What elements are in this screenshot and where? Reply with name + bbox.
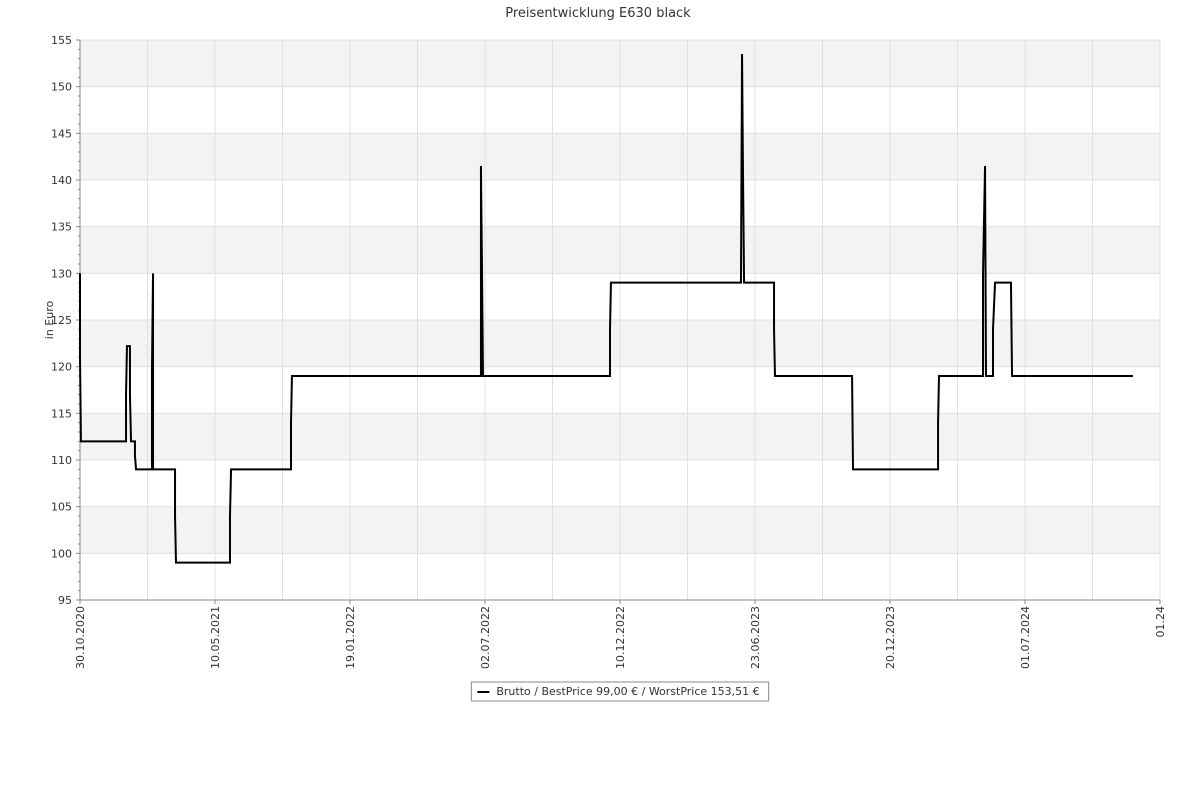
chart-title: Preisentwicklung E630 black <box>505 6 691 21</box>
x-tick-label: 20.12.2023 <box>884 606 897 669</box>
x-tick-label: 30.10.2020 <box>74 606 87 669</box>
legend: Brutto / BestPrice 99,00 € / WorstPrice … <box>470 681 770 702</box>
y-axis-label: in Euro <box>43 301 56 340</box>
legend-box <box>470 681 770 702</box>
price-line <box>79 53 1133 564</box>
y-tick-label: 140 <box>51 174 72 187</box>
y-tick-label: 155 <box>51 34 72 47</box>
y-tick-label: 135 <box>51 221 72 234</box>
x-tick-label: 01.24 <box>1154 606 1167 638</box>
x-tick-label: 10.12.2022 <box>614 606 627 669</box>
y-tick-label: 100 <box>51 547 72 560</box>
x-tick-label: 19.01.2022 <box>344 606 357 669</box>
y-tick-label: 125 <box>51 314 72 327</box>
y-tick-label: 105 <box>51 501 72 514</box>
x-tick-label: 01.07.2024 <box>1019 606 1032 669</box>
y-tick-label: 95 <box>58 594 72 607</box>
y-tick-label: 110 <box>51 454 72 467</box>
y-tick-label: 150 <box>51 81 72 94</box>
y-tick-label: 120 <box>51 361 72 374</box>
y-tick-label: 145 <box>51 127 72 140</box>
legend-label: Brutto / BestPrice 99,00 € / WorstPrice … <box>496 685 759 698</box>
x-tick-label: 02.07.2022 <box>479 606 492 669</box>
y-tick-label: 130 <box>51 267 72 280</box>
x-tick-label: 10.05.2021 <box>209 606 222 669</box>
y-tick-label: 115 <box>51 407 72 420</box>
x-tick-label: 23.06.2023 <box>749 606 762 669</box>
